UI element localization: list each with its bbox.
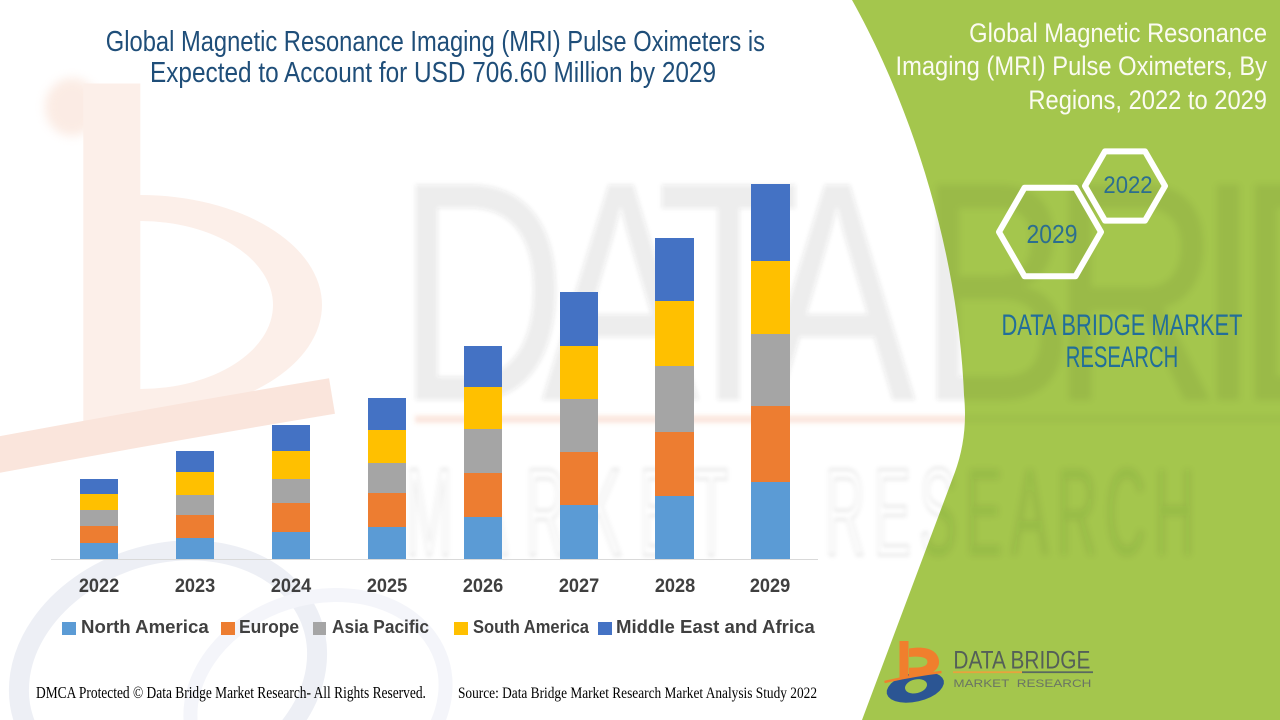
svg-text:MARKET RESEARCH: MARKET RESEARCH: [953, 678, 1091, 690]
svg-text:DATA BRIDGE: DATA BRIDGE: [953, 647, 1090, 675]
